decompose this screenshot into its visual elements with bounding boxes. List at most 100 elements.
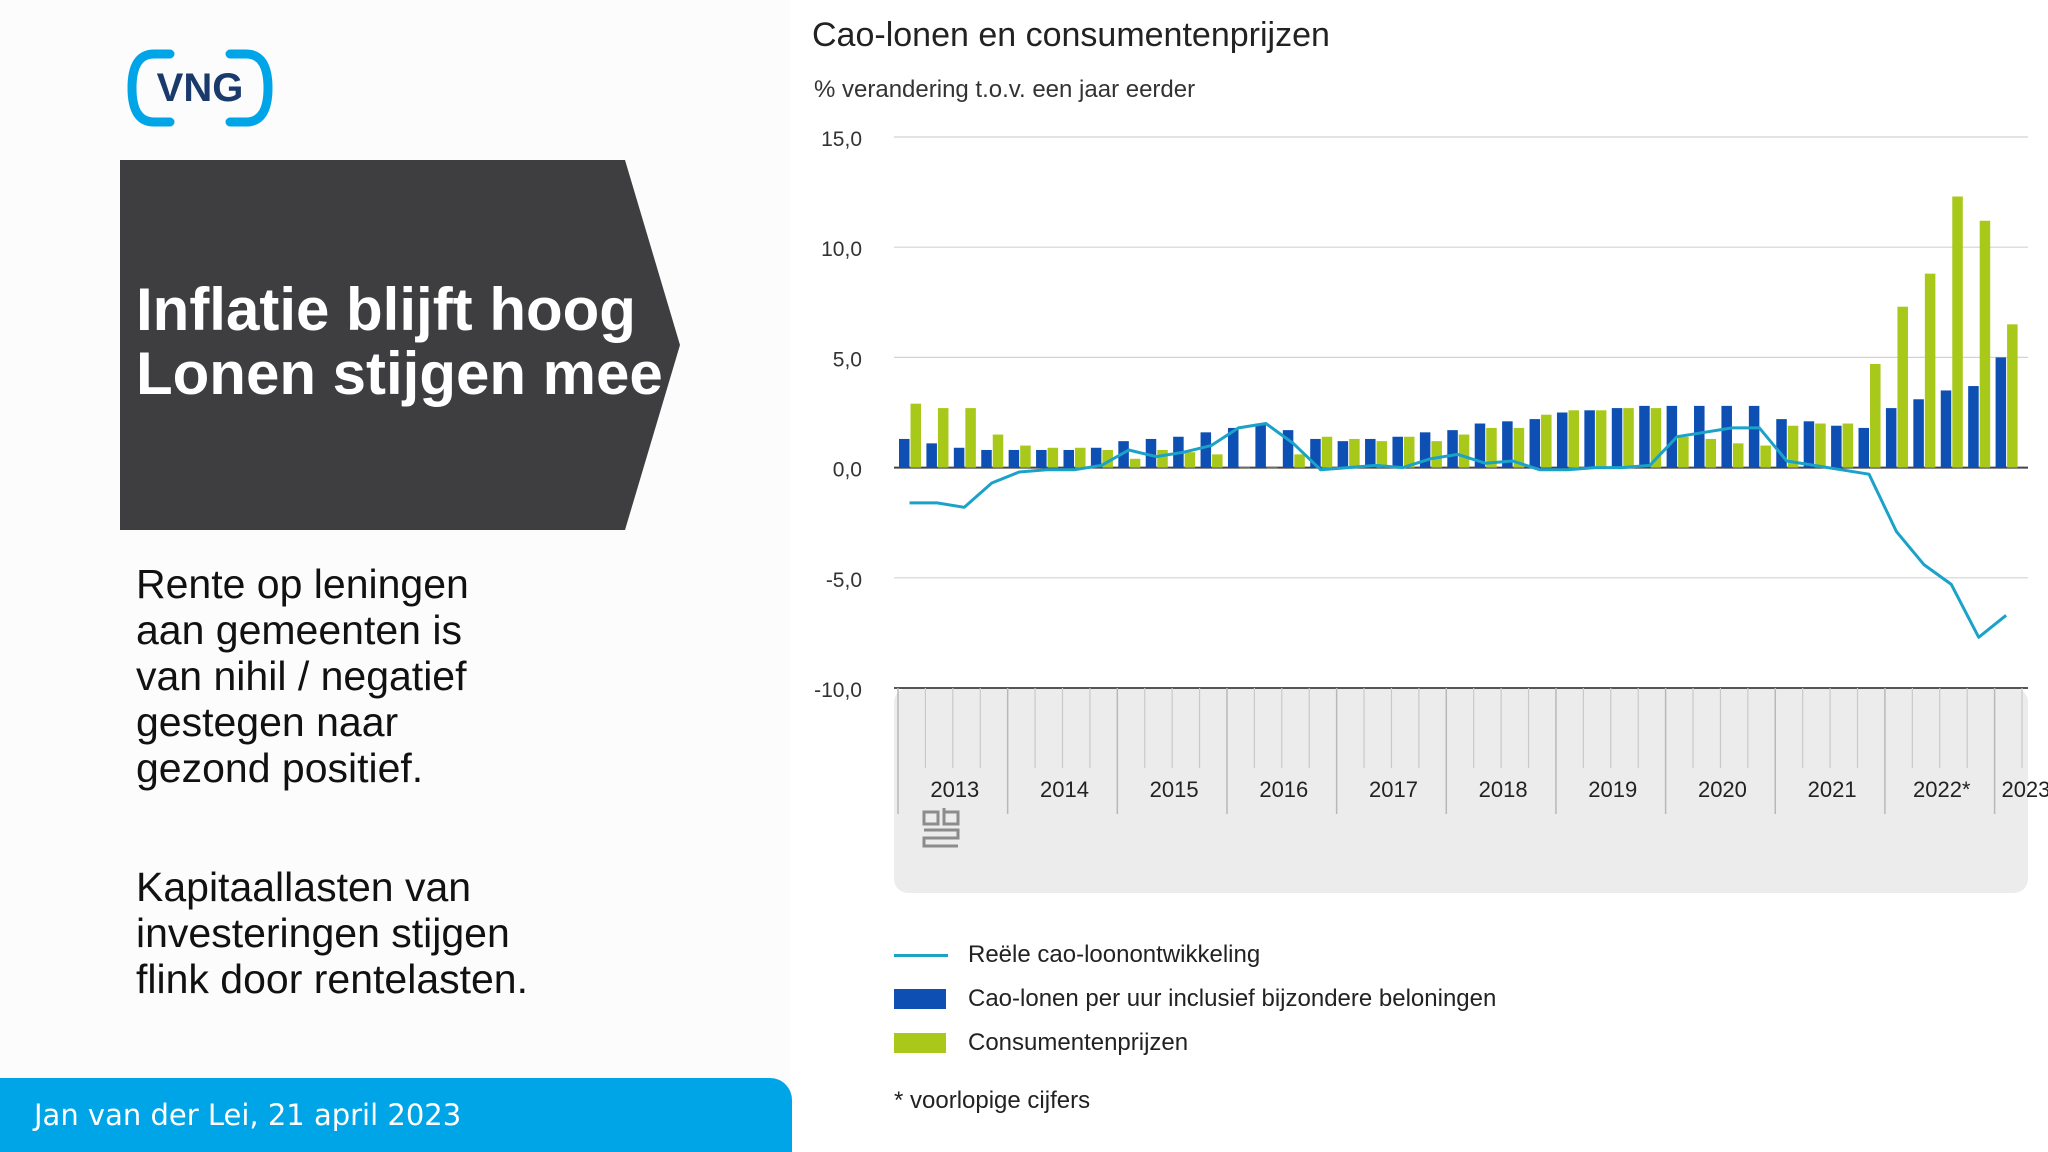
bar-cao-lonen <box>1337 441 1349 468</box>
y-tick-label: 0,0 <box>833 459 862 482</box>
legend-item-wages: Cao-lonen per uur inclusief bijzondere b… <box>894 984 1594 1014</box>
bar-consumentenprijzen <box>1321 436 1333 468</box>
paragraph-line: Rente op leningen <box>136 561 469 607</box>
bar-consumentenprijzen <box>1623 408 1634 468</box>
bar-consumentenprijzen <box>1212 454 1223 468</box>
x-tick-label: 2016 <box>1259 777 1308 802</box>
paragraph-line: aan gemeenten is <box>136 607 462 653</box>
x-tick-label: 2014 <box>1040 777 1089 802</box>
bar-consumentenprijzen <box>965 408 976 468</box>
bar-consumentenprijzen <box>1486 427 1497 468</box>
bar-consumentenprijzen <box>1595 410 1607 468</box>
bar-consumentenprijzen <box>1266 467 1278 469</box>
bar-consumentenprijzen <box>1705 438 1717 468</box>
bar-consumentenprijzen <box>1513 427 1525 468</box>
bar-cao-lonen <box>1529 419 1541 468</box>
title-banner: Inflatie blijft hoog Lonen stijgen mee <box>120 160 685 530</box>
x-tick-label: 2020 <box>1698 777 1747 802</box>
bar-cao-lonen <box>1803 421 1815 468</box>
x-tick-label: 2015 <box>1150 777 1199 802</box>
bar-consumentenprijzen <box>1157 449 1168 468</box>
bar-cao-lonen <box>1145 438 1157 468</box>
bar-cao-lonen <box>1090 447 1102 468</box>
bar-consumentenprijzen <box>910 403 922 468</box>
legend-item-prices: Consumentenprijzen <box>894 1028 1594 1058</box>
bar-cao-lonen <box>1721 405 1732 468</box>
y-tick-label: 10,0 <box>821 238 862 261</box>
legend-swatch-blue <box>894 989 946 1009</box>
legend-swatch-line <box>894 954 948 957</box>
paragraph-line: gestegen naar <box>136 699 399 745</box>
x-tick-label: 2017 <box>1369 777 1418 802</box>
line-reele-cao-loonontwikkeling <box>909 422 2008 639</box>
logo-bracket <box>127 49 175 127</box>
bar-consumentenprijzen <box>1732 443 1744 468</box>
bar-consumentenprijzen <box>937 408 949 468</box>
logo-bracket <box>225 49 273 127</box>
bar-consumentenprijzen <box>1815 423 1826 468</box>
title-line-1: Inflatie blijft hoog <box>136 276 636 343</box>
paragraph-line: van nihil / negatief <box>136 653 467 699</box>
x-tick-label: 2018 <box>1479 777 1528 802</box>
legend-label: Consumentenprijzen <box>968 1029 1189 1056</box>
bar-consumentenprijzen <box>1760 445 1771 468</box>
bar-cao-lonen <box>1200 432 1212 468</box>
bar-cao-lonen <box>1584 410 1595 468</box>
bar-consumentenprijzen <box>992 434 1004 468</box>
bar-consumentenprijzen <box>1129 458 1141 468</box>
bar-cao-lonen <box>981 449 992 468</box>
bar-consumentenprijzen <box>2007 324 2018 468</box>
bar-cao-lonen <box>1365 438 1376 468</box>
bar-consumentenprijzen <box>1458 434 1470 468</box>
bar-consumentenprijzen <box>1842 423 1854 468</box>
paragraph-line: flink door rentelasten. <box>136 956 529 1002</box>
paragraph-interest: Rente op leningen aan gemeenten is van n… <box>136 561 469 791</box>
bar-cao-lonen <box>1556 412 1568 468</box>
bar-cao-lonen <box>1639 405 1650 468</box>
legend-item-real-wage: Reële cao-loonontwikkeling <box>894 940 1594 970</box>
bar-cao-lonen <box>1419 432 1431 468</box>
bar-cao-lonen <box>1858 427 1870 468</box>
bar-consumentenprijzen <box>1376 441 1388 468</box>
bar-cao-lonen <box>899 438 910 468</box>
bar-consumentenprijzen <box>1102 449 1113 468</box>
logo-text: VNG <box>157 66 244 110</box>
y-tick-label: 5,0 <box>833 348 862 371</box>
legend-label: Cao-lonen per uur inclusief bijzondere b… <box>968 985 1497 1012</box>
paragraph-line: investeringen stijgen <box>136 910 510 956</box>
vng-logo: VNG <box>127 49 273 127</box>
bar-consumentenprijzen <box>1020 445 1031 468</box>
bar-cao-lonen <box>953 447 965 468</box>
paragraph-line: Kapitaallasten van <box>136 864 472 910</box>
x-tick-label: 2022* <box>1913 777 1971 802</box>
bar-cao-lonen <box>926 443 937 468</box>
bar-cao-lonen <box>1885 408 1897 468</box>
cbs-logo-icon <box>922 808 960 848</box>
footer-author-date: Jan van der Lei, 21 april 2023 <box>34 1098 462 1132</box>
x-tick-label: 2013 <box>930 777 979 802</box>
bar-cao-lonen <box>1063 449 1075 468</box>
bar-cao-lonen <box>1447 430 1458 468</box>
bar-consumentenprijzen <box>1294 454 1305 468</box>
chart-footnote: * voorlopige cijfers <box>894 1087 1091 1114</box>
bar-cao-lonen <box>1036 449 1047 468</box>
paragraph-line: gezond positief. <box>136 745 424 791</box>
x-tick-label: 2019 <box>1588 777 1637 802</box>
bar-consumentenprijzen <box>1239 467 1251 469</box>
chart-title: Cao-lonen en consumentenprijzen <box>812 16 1330 54</box>
bar-cao-lonen <box>1502 421 1513 468</box>
bar-consumentenprijzen <box>1897 306 1908 468</box>
bar-consumentenprijzen <box>1431 441 1442 468</box>
bar-consumentenprijzen <box>1870 364 1881 468</box>
chart-subtitle: % verandering t.o.v. een jaar eerder <box>814 76 1196 103</box>
bar-cao-lonen <box>1995 357 2007 468</box>
bar-cao-lonen <box>1474 423 1486 468</box>
bar-consumentenprijzen <box>1541 414 1552 468</box>
x-tick-label: 2021 <box>1808 777 1857 802</box>
bar-cao-lonen <box>1776 419 1787 468</box>
bar-consumentenprijzen <box>1678 436 1689 468</box>
bar-cao-lonen <box>1694 405 1705 468</box>
bar-consumentenprijzen <box>1047 447 1059 468</box>
bar-consumentenprijzen <box>1952 196 1963 468</box>
